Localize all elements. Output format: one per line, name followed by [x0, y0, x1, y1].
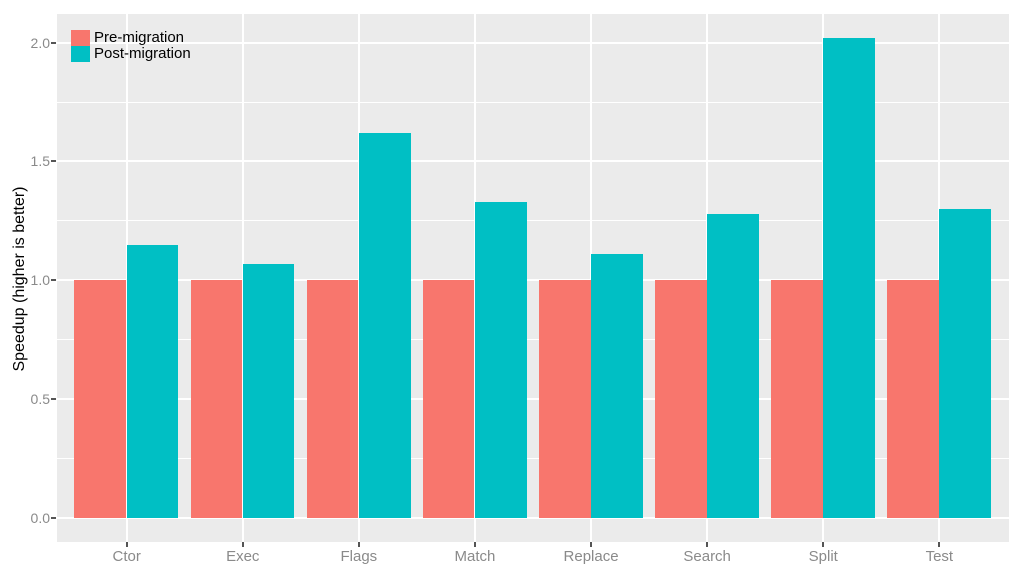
gridline-major-y-1.5 — [57, 160, 1009, 163]
x-tick-mark-exec — [241, 542, 244, 547]
x-tick-label-exec: Exec — [226, 548, 260, 565]
legend-item-pre-migration: Pre-migration — [71, 30, 191, 46]
bar-pre-migration-split — [771, 280, 823, 519]
y-tick-mark-1.0 — [51, 279, 56, 282]
bar-pre-migration-ctor — [74, 280, 127, 519]
legend-swatch-post-migration — [71, 46, 90, 62]
bar-pre-migration-replace — [538, 280, 591, 519]
y-tick-label-0.5: 0.5 — [30, 391, 50, 408]
x-tick-label-replace: Replace — [563, 548, 619, 565]
bar-post-migration-search — [707, 213, 759, 519]
bar-post-migration-replace — [591, 254, 643, 519]
gridline-major-y-2 — [57, 41, 1009, 44]
bar-post-migration-exec — [242, 263, 295, 519]
plot-panel: Pre-migration Post-migration — [57, 14, 1009, 542]
y-tick-label-1.5: 1.5 — [30, 153, 50, 170]
x-tick-label-ctor: Ctor — [112, 548, 141, 565]
y-tick-label-0.0: 0.0 — [30, 510, 50, 527]
legend: Pre-migration Post-migration — [71, 30, 191, 62]
y-tick-label-1.0: 1.0 — [30, 272, 50, 289]
gridline-major-y-1 — [57, 279, 1009, 282]
y-tick-mark-1.5 — [51, 160, 56, 163]
x-tick-mark-flags — [357, 542, 360, 547]
x-tick-label-flags: Flags — [340, 548, 378, 565]
bar-post-migration-test — [939, 209, 992, 519]
legend-swatch-pre-migration — [71, 30, 90, 46]
bar-pre-migration-test — [887, 280, 939, 519]
gridline-minor-y-0.25 — [57, 458, 1009, 460]
x-tick-label-match: Match — [454, 548, 496, 565]
bar-post-migration-split — [823, 37, 875, 519]
gridline-major-y-0 — [57, 517, 1009, 520]
legend-item-post-migration: Post-migration — [71, 46, 191, 62]
x-tick-label-search: Search — [683, 548, 731, 565]
bar-post-migration-ctor — [126, 244, 179, 519]
bar-pre-migration-exec — [190, 280, 243, 519]
bar-post-migration-match — [474, 201, 527, 519]
gridline-minor-y-1.25 — [57, 220, 1009, 222]
y-tick-mark-2.0 — [51, 41, 56, 44]
gridline-minor-y-1.75 — [57, 101, 1009, 103]
y-tick-mark-0.0 — [51, 517, 56, 520]
x-tick-mark-match — [473, 542, 476, 547]
x-tick-mark-ctor — [125, 542, 128, 547]
x-tick-label-split: Split — [808, 548, 838, 565]
x-tick-mark-replace — [590, 542, 593, 547]
y-tick-label-2.0: 2.0 — [30, 34, 50, 51]
legend-label-post-migration: Post-migration — [94, 45, 191, 62]
bar-pre-migration-flags — [306, 280, 359, 519]
bar-pre-migration-search — [654, 280, 707, 519]
bar-post-migration-flags — [358, 132, 411, 519]
x-tick-mark-split — [822, 542, 825, 547]
x-tick-mark-search — [706, 542, 709, 547]
gridline-minor-y-0.75 — [57, 339, 1009, 341]
x-tick-label-test: Test — [925, 548, 954, 565]
gridline-major-y-0.5 — [57, 398, 1009, 401]
x-tick-mark-test — [938, 542, 941, 547]
y-tick-mark-0.5 — [51, 398, 56, 401]
bar-pre-migration-match — [422, 280, 475, 519]
legend-label-pre-migration: Pre-migration — [94, 29, 185, 46]
